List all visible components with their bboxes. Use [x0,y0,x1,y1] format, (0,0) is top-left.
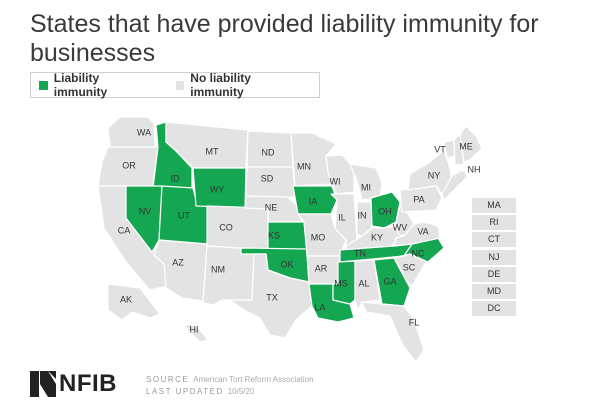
updated-line: LAST UPDATED 10/5/20 [146,386,314,398]
updated-label: LAST UPDATED [146,387,224,396]
state-NV[interactable] [125,185,163,253]
logo-text: NFIB [59,370,117,397]
source-line: SOURCE American Tort Reform Association [146,374,314,386]
label-OH: OH [378,206,392,216]
state-NH[interactable] [453,133,465,166]
label-WV: WV [393,222,408,232]
label-TX: TX [266,292,278,302]
label-FL: FL [409,317,420,327]
label-NY: NY [428,170,441,180]
label-AK: AK [120,294,132,304]
state-IL[interactable] [330,193,358,251]
label-LA: LA [314,302,325,312]
legend-swatch-immunity [39,80,48,90]
source-block: SOURCE American Tort Reform Association L… [146,374,314,398]
legend: Liability immunity No liability immunity [30,71,320,99]
legend-label-immunity: Liability immunity [53,71,108,99]
nfib-logo-icon [30,371,56,397]
label-CA: CA [118,225,131,235]
label-MO: MO [311,232,326,242]
label-MT: MT [206,146,219,156]
label-SD: SD [261,173,274,183]
state-AK[interactable] [107,283,161,321]
nfib-logo: NFIB [30,370,117,398]
label-ND: ND [262,147,275,157]
label-IL: IL [338,212,346,222]
legend-label-no-immunity: No liability immunity [190,71,251,99]
label-PA: PA [413,194,424,204]
state-NM[interactable] [202,245,255,306]
label-NE: NE [265,202,278,212]
label-WA: WA [137,127,151,137]
small-state-ct[interactable]: CT [472,232,516,248]
label-NH: NH [468,164,481,174]
label-NM: NM [211,264,225,274]
label-MI: MI [361,182,371,192]
state-TX[interactable] [229,253,313,339]
label-NC: NC [412,248,425,258]
label-ID: ID [171,173,181,183]
label-IN: IN [358,210,367,220]
state-FL[interactable] [361,301,425,363]
state-SD[interactable] [245,166,296,199]
label-KY: KY [371,232,383,242]
small-state-ma[interactable]: MA [472,198,516,213]
state-NE-small[interactable] [441,169,469,201]
label-OK: OK [280,259,293,269]
label-TN: TN [354,248,366,258]
small-state-nj[interactable]: NJ [472,249,516,265]
state-VA[interactable] [393,221,441,247]
legend-swatch-no-immunity [175,80,185,90]
label-OR: OR [122,160,136,170]
source-value: American Tort Reform Association [193,375,314,384]
state-MO[interactable] [297,213,347,257]
state-IA[interactable] [292,185,338,215]
state-GA[interactable] [373,257,411,307]
label-IA: IA [309,196,318,206]
state-CO[interactable] [206,205,269,251]
label-VT: VT [434,144,446,154]
legend-item-immunity: Liability immunity [39,71,154,99]
label-WI: WI [330,176,341,186]
label-UT: UT [178,210,190,220]
label-MS: MS [334,278,348,288]
label-AZ: AZ [172,257,184,267]
label-ME: ME [459,141,473,151]
state-HI[interactable] [183,323,209,343]
label-WY: WY [210,184,225,194]
state-labels: WA OR CA ID NV UT AZ MT WY CO NM ND SD N… [118,127,481,334]
label-KS: KS [268,230,280,240]
updated-value: 10/5/20 [227,387,255,396]
small-state-ri[interactable]: RI [472,215,516,231]
legend-item-no-immunity: No liability immunity [175,71,306,99]
state-ME[interactable] [459,125,483,163]
label-GA: GA [383,276,396,286]
label-CO: CO [219,222,233,232]
state-WI[interactable] [325,154,355,195]
label-HI: HI [190,324,199,334]
label-AR: AR [315,263,328,273]
label-AL: AL [358,278,369,288]
label-VA: VA [417,226,428,236]
small-states-list: MA RI CT NJ DE MD DC [472,198,516,318]
small-state-md[interactable]: MD [472,283,516,299]
label-NV: NV [139,206,152,216]
footer: NFIB SOURCE American Tort Reform Associat… [30,370,430,400]
small-state-dc[interactable]: DC [472,301,516,317]
small-state-de[interactable]: DE [472,266,516,282]
label-SC: SC [403,262,416,272]
page-title: States that have provided liability immu… [30,10,539,67]
source-label: SOURCE [146,375,190,384]
label-MN: MN [297,161,311,171]
